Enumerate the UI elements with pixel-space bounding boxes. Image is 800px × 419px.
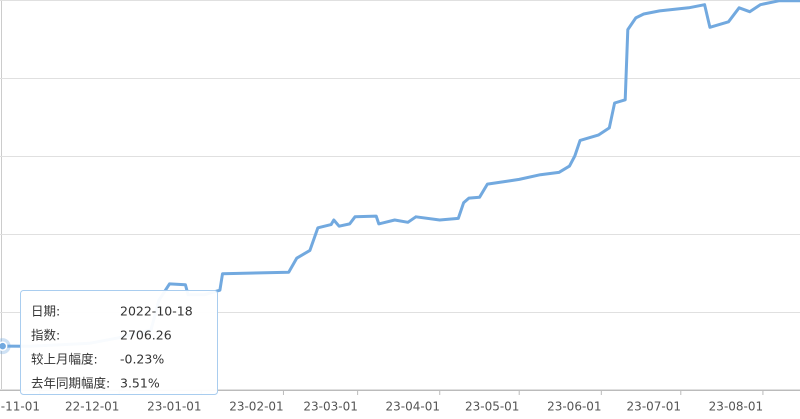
tooltip-value: -0.23%	[120, 352, 164, 367]
x-tick-label: 23-02-01	[229, 400, 283, 414]
tooltip-label: 去年同期幅度:	[31, 376, 110, 391]
x-tick-label: 23-03-01	[303, 400, 357, 414]
tooltip-label: 指数:	[31, 328, 60, 343]
x-tick-label: 23-01-01	[147, 400, 201, 414]
tooltip-label: 较上月幅度:	[31, 352, 98, 367]
x-tick-label: 23-06-01	[547, 400, 601, 414]
x-tick-label: 23-04-01	[386, 400, 440, 414]
tooltip-value: 2022-10-18	[120, 304, 193, 319]
tooltip-value: 3.51%	[120, 376, 160, 391]
tooltip: 日期: 2022-10-18 指数: 2706.26 较上月幅度: -0.23% 去年同期幅…	[20, 290, 218, 395]
x-tick-label: 23-05-01	[465, 400, 519, 414]
x-tick-label: 22-12-01	[65, 400, 119, 414]
x-tick-label: 23-08-01	[709, 400, 763, 414]
x-tick-label: 23-07-01	[627, 400, 681, 414]
x-tick-label: 22-11-01	[0, 400, 40, 414]
hover-point	[0, 341, 8, 351]
tooltip-box	[20, 290, 218, 395]
tooltip-label: 日期:	[31, 304, 60, 319]
tooltip-value: 2706.26	[120, 328, 172, 343]
